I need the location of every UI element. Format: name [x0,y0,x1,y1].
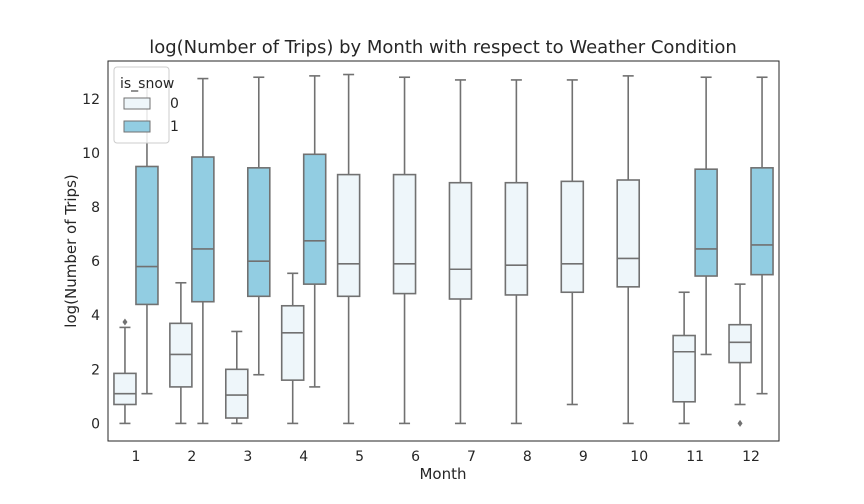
y-tick-label: 2 [91,362,100,378]
box-iqr [224,368,249,419]
box-series-1-month-11 [694,76,718,356]
x-tick-label: 8 [523,449,532,465]
y-tick-label: 10 [82,146,100,162]
box-series-0-month-5 [336,73,361,425]
x-axis: 1 2 3 4 5 6 7 8 9 10 11 12 [131,449,759,465]
y-axis-label: log(Number of Trips) [62,174,80,327]
y-tick-label: 6 [91,254,100,270]
box-iqr [302,153,327,285]
chart-title: log(Number of Trips) by Month with respe… [149,37,737,58]
box-iqr [694,168,718,277]
box-iqr [616,179,641,288]
box-series-1-month-2 [191,77,215,425]
x-tick-label: 10 [630,449,648,465]
y-tick-label: 8 [91,200,100,216]
box-iqr [191,156,215,303]
y-tick-label: 4 [91,308,100,324]
x-tick-label: 4 [299,449,308,465]
box-series-0-month-12 [728,283,752,427]
box-series-0-month-4 [280,272,305,425]
box-iqr [113,372,137,406]
box-series-0-month-9 [560,79,585,406]
x-tick-label: 7 [467,449,476,465]
box-series-0-month-1 [113,318,137,425]
box-iqr [280,304,305,381]
box-iqr [560,180,585,294]
legend-label: 1 [170,119,179,135]
box-series-0-month-6 [392,76,417,425]
legend-label: 0 [170,96,179,112]
box-iqr [504,181,529,296]
box-series-0-month-3 [224,330,249,425]
x-tick-label: 1 [131,449,140,465]
box-iqr [728,323,752,364]
box-iqr [392,173,417,295]
box-series-1-month-4 [302,75,327,388]
box-iqr [750,167,774,276]
box-series-0-month-7 [448,79,473,425]
box-group [113,73,774,427]
box-series-0-month-8 [504,79,529,425]
box-series-1-month-12 [750,76,774,395]
x-tick-label: 2 [187,449,196,465]
x-tick-label: 12 [742,449,760,465]
box-iqr [448,181,473,300]
plot-area [107,60,780,442]
y-tick-label: 12 [82,92,100,108]
legend-swatch [123,97,151,110]
box-series-1-month-3 [246,76,271,376]
box-iqr [672,334,696,403]
legend-swatch [123,120,151,133]
x-tick-label: 3 [243,449,252,465]
box-series-0-month-10 [616,75,641,425]
outlier-point [122,318,128,326]
x-axis-label: Month [419,465,466,483]
box-iqr [135,165,159,306]
legend-title: is_snow [120,76,174,92]
box-iqr [246,167,271,298]
x-tick-label: 5 [355,449,364,465]
y-tick-label: 0 [91,416,100,432]
outlier-point [737,419,743,427]
x-tick-label: 6 [411,449,420,465]
box-series-0-month-11 [672,291,696,425]
x-tick-label: 11 [686,449,704,465]
box-iqr [336,173,361,298]
legend: is_snow 0 1 [113,66,179,144]
x-tick-label: 9 [579,449,588,465]
box-series-0-month-2 [169,281,193,425]
y-axis: 0 2 4 6 8 10 12 [82,92,100,433]
